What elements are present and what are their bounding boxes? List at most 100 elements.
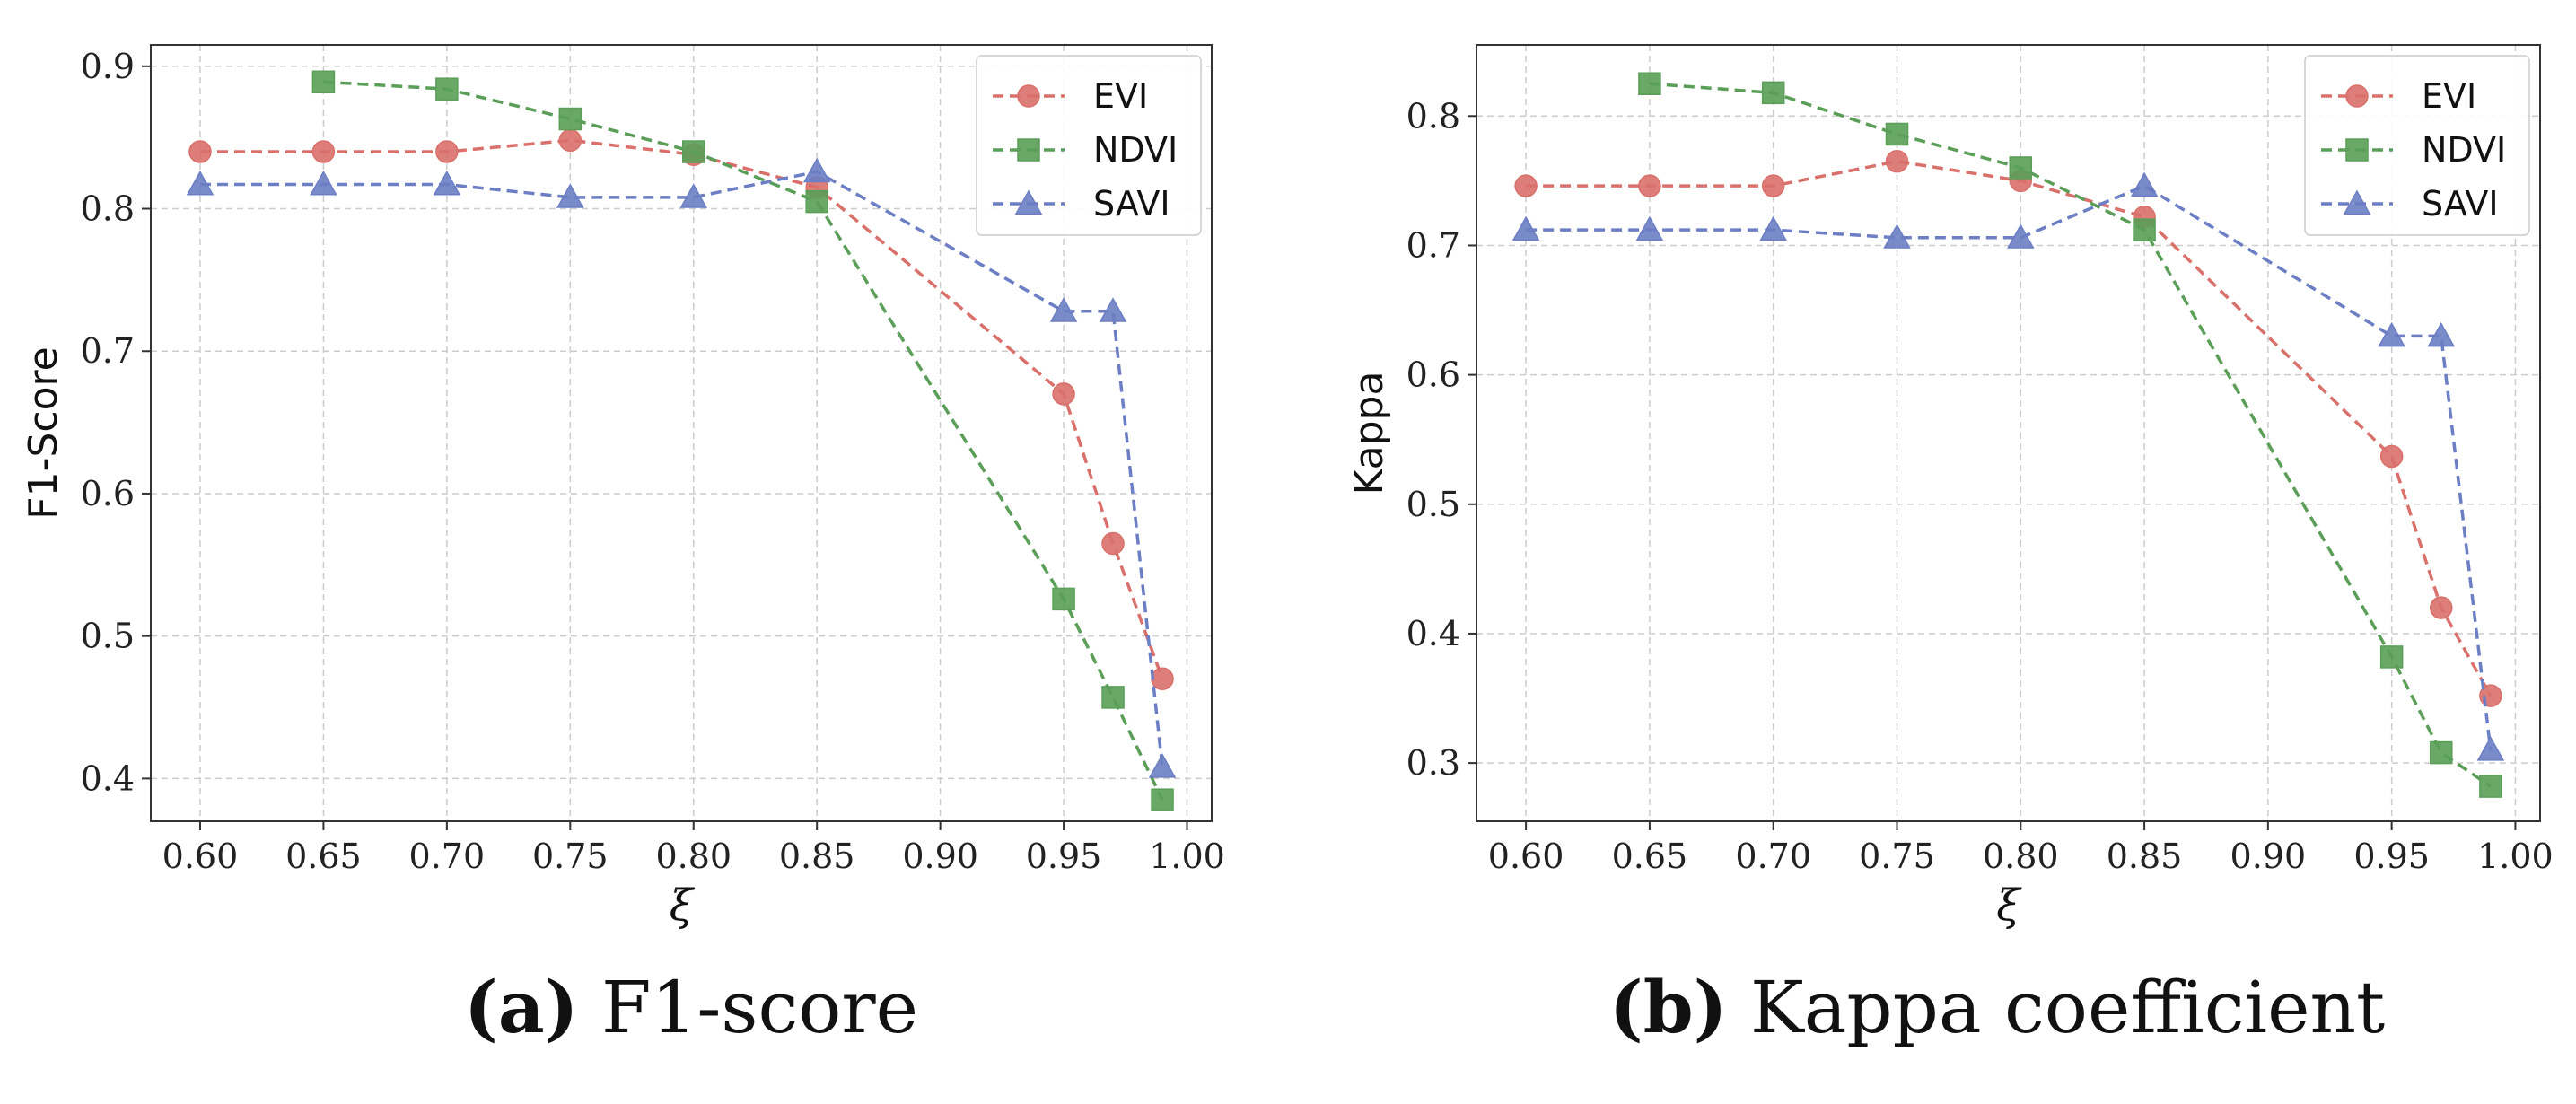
chart-a-point-savi-5	[802, 157, 831, 183]
chart-b-point-savi-0	[1511, 215, 1540, 241]
chart-b-point-savi-2	[1759, 215, 1787, 241]
chart-b-series-ndvi	[1638, 72, 2502, 798]
chart-a-ylabel: F1-Score	[21, 346, 66, 519]
chart-a-legend: EVI NDVI SAVI	[976, 55, 1202, 236]
chart-b-legend-label-savi: SAVI	[2422, 184, 2499, 223]
chart-a-point-ndvi-4	[805, 189, 828, 214]
caption-b: (b) Kappa coefficient	[1369, 965, 2576, 1049]
chart-b-legend-marker-evi	[2345, 84, 2369, 108]
chart-a-point-evi-6	[1052, 382, 1075, 406]
chart-b-legend-marker-savi	[2343, 189, 2371, 215]
caption-a-letter: (a)	[463, 965, 579, 1049]
chart-a-legend-marker-savi	[1014, 189, 1043, 215]
caption-a: (a) F1-score	[63, 965, 1319, 1049]
chart-a-xtick-label-2: 0.70	[409, 837, 486, 876]
chart-a-point-savi-1	[310, 170, 337, 196]
chart-b-point-evi-0	[1514, 174, 1538, 197]
chart-b-point-evi-3	[1885, 150, 1909, 173]
chart-b-xtick-label-4: 0.80	[1983, 837, 2059, 876]
chart-b-xtick-label-6: 0.90	[2230, 837, 2307, 876]
chart-b-frame	[1476, 44, 2541, 822]
chart-a-point-evi-2	[435, 140, 459, 163]
chart-b-line-evi	[1526, 159, 2493, 697]
chart-a-point-savi-4	[679, 183, 708, 208]
chart-b-point-ndvi-6	[2430, 740, 2453, 765]
chart-a-legend-label-evi: EVI	[1093, 76, 1148, 116]
chart-b-point-ndvi-2	[1885, 122, 1909, 146]
chart-b-ytick-label-0: 0.3	[1406, 743, 1460, 783]
chart-a-ytick-label-0: 0.4	[81, 758, 135, 798]
chart-a-ytick-label-1: 0.5	[81, 617, 135, 656]
chart-b-ytick-label-5: 0.8	[1406, 96, 1460, 136]
chart-a-point-savi-8	[1148, 753, 1177, 778]
chart-b-ytick-label-4: 0.7	[1406, 225, 1460, 265]
chart-b-legend: EVI NDVI SAVI	[2304, 55, 2530, 236]
chart-a-point-savi-3	[556, 183, 584, 208]
chart-b-point-savi-4	[2007, 223, 2035, 249]
chart-b-xtick-label-0: 0.60	[1488, 837, 1564, 876]
caption-b-text: Kappa coefficient	[1727, 966, 2386, 1049]
chart-b-legend-marker-ndvi	[2345, 138, 2369, 162]
chart-a-point-ndvi-0	[311, 70, 336, 94]
chart-a-point-ndvi-5	[1052, 587, 1075, 611]
chart-a-point-evi-0	[188, 140, 212, 163]
chart-a-point-ndvi-1	[435, 77, 459, 101]
chart-b-ytick-label-3: 0.6	[1406, 355, 1460, 395]
chart-a-ytick-label-2: 0.6	[81, 474, 135, 513]
chart-b-point-ndvi-5	[2379, 645, 2404, 669]
caption-b-letter: (b)	[1608, 965, 1728, 1049]
chart-a-xtick-label-0: 0.60	[162, 837, 239, 876]
chart-b-xtick-label-5: 0.85	[2107, 837, 2183, 876]
chart-b-point-savi-5	[2130, 171, 2159, 197]
chart-a-xtick-label-6: 0.90	[902, 837, 978, 876]
chart-b-point-evi-6	[2379, 444, 2404, 469]
chart-b-point-savi-3	[1883, 223, 1911, 249]
chart-b-point-savi-7	[2427, 321, 2456, 347]
chart-b-ylabel: Kappa	[1346, 372, 1392, 495]
chart-b-ytick-label-1: 0.4	[1406, 614, 1460, 653]
chart-a-point-ndvi-7	[1151, 788, 1174, 811]
chart-a: 0.60 0.65 0.70 0.75 0.80 0.85 0.90 0.95 1.00 0.4 0…	[21, 44, 1225, 931]
chart-a-xlabel: ξ	[670, 881, 696, 931]
chart-a-ytick-label-5: 0.9	[81, 47, 135, 86]
chart-a-ytick-label-4: 0.8	[81, 189, 135, 229]
chart-a-point-savi-0	[186, 170, 215, 196]
chart-b-point-ndvi-1	[1761, 81, 1785, 105]
chart-a-legend-label-savi: SAVI	[1093, 184, 1170, 223]
chart-a-legend-marker-evi	[1017, 84, 1040, 108]
caption-a-text: F1-score	[578, 966, 919, 1049]
chart-a-ytick-label-3: 0.7	[81, 331, 135, 371]
chart-b-legend-label-ndvi: NDVI	[2422, 130, 2506, 170]
chart-a-series-savi	[186, 157, 1177, 778]
chart-a-point-evi-3	[558, 128, 583, 153]
chart-a-xtick-label-3: 0.75	[532, 837, 609, 876]
chart-a-point-savi-7	[1099, 297, 1127, 322]
charts-canvas: 0.60 0.65 0.70 0.75 0.80 0.85 0.90 0.95 1.00 0.4 0…	[21, 44, 2554, 931]
chart-b-xtick-label-7: 0.95	[2353, 837, 2430, 876]
chart-a-point-ndvi-2	[558, 107, 583, 131]
chart-b-xtick-label-8: 1.00	[2477, 837, 2554, 876]
chart-b-point-ndvi-4	[2133, 218, 2156, 241]
chart-a-xtick-label-5: 0.85	[779, 837, 855, 876]
chart-a-frame	[150, 44, 1213, 822]
chart-b-series-savi	[1511, 171, 2505, 761]
chart-b-point-evi-7	[2430, 596, 2453, 619]
chart-a-xtick-label-4: 0.80	[655, 837, 732, 876]
chart-b-xtick-label-1: 0.65	[1612, 837, 1688, 876]
chart-b-point-evi-1	[1638, 174, 1661, 197]
chart-a-point-evi-1	[311, 140, 336, 163]
chart-a-point-savi-6	[1049, 297, 1078, 322]
chart-a-line-savi	[199, 170, 1164, 767]
chart-b-ytick-label-2: 0.5	[1406, 485, 1460, 524]
chart-b-line-savi	[1526, 184, 2493, 750]
chart-b-xtick-label-3: 0.75	[1859, 837, 1935, 876]
chart-a-xtick-label-1: 0.65	[285, 837, 362, 876]
chart-a-series-ndvi	[311, 70, 1174, 811]
chart-a-xtick-label-8: 1.00	[1149, 837, 1225, 876]
chart-b: 0.60 0.65 0.70 0.75 0.80 0.85 0.90 0.95 1.00 0.3 0…	[1346, 44, 2554, 931]
chart-b-point-savi-8	[2476, 736, 2505, 761]
chart-a-point-ndvi-3	[681, 140, 705, 163]
chart-a-legend-marker-ndvi	[1017, 138, 1040, 162]
chart-a-point-evi-7	[1101, 531, 1125, 556]
